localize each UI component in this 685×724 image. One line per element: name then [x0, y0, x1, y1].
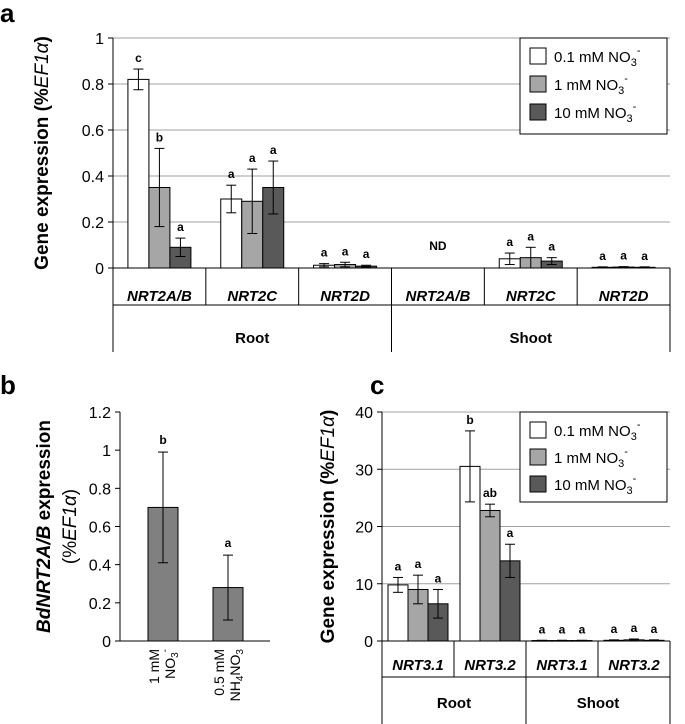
- y-axis-title: BdNRT2A/B expression: [34, 420, 55, 633]
- significance-letter: a: [527, 229, 534, 243]
- significance-letter: a: [599, 249, 606, 263]
- y-tick-label: 0.2: [89, 596, 111, 613]
- y-tick-label: 20: [355, 520, 373, 537]
- significance-letter: ab: [483, 486, 497, 500]
- y-tick-label: 40: [355, 405, 373, 422]
- category-label: NRT2D: [320, 288, 370, 305]
- y-tick-label: 10: [355, 577, 373, 594]
- category-label: NRT3.1: [536, 657, 587, 674]
- y-tick-label: 0.6: [82, 123, 104, 140]
- legend-swatch: [529, 421, 547, 439]
- significance-letter: a: [270, 143, 277, 157]
- category-label: NRT3.1: [392, 657, 443, 674]
- legend-swatch: [529, 47, 547, 65]
- category-label: NRT2A/B: [406, 288, 471, 305]
- group-label: Shoot: [577, 695, 620, 712]
- significance-letter: a: [611, 622, 618, 636]
- panel-letter: b: [0, 370, 16, 400]
- significance-letter: c: [135, 51, 142, 65]
- y-tick-label: 1: [102, 443, 111, 460]
- significance-letter: b: [156, 130, 163, 144]
- y-tick-label: 1.2: [89, 405, 111, 422]
- legend-entry: 0.1 mM NO3-: [554, 419, 641, 443]
- significance-letter: b: [159, 433, 166, 447]
- significance-letter: a: [363, 247, 370, 261]
- significance-letter: a: [321, 246, 328, 260]
- legend: 0.1 mM NO3- 1 mM NO3- 10 mM NO3-: [519, 411, 668, 503]
- y-tick-label: 0.4: [82, 169, 104, 186]
- legend-swatch: [529, 448, 547, 466]
- x-category-label-line2: NO3-: [160, 649, 181, 679]
- x-category-label: 0.5 mM: [211, 649, 227, 696]
- y-axis-title-line2: (%EF1α): [60, 489, 81, 564]
- legend-swatch: [529, 75, 547, 93]
- legend-swatch: [529, 103, 547, 121]
- panel-b: b 0 0.2 0.4 0.6 0.8 1 1.2 BdNRT2A/B expression(%…: [0, 370, 270, 701]
- significance-letter: a: [225, 536, 232, 550]
- category-label: NRT2D: [599, 288, 649, 305]
- legend-entry: 1 mM NO3-: [554, 446, 628, 470]
- panel-letter: c: [370, 370, 384, 400]
- panel-c: c 0 10 20 30 40 Gene expression (%EF1α) NRT3.1 a…: [318, 370, 671, 724]
- significance-letter: a: [507, 526, 514, 540]
- significance-letter: a: [579, 622, 586, 636]
- category-label: NRT2C: [506, 288, 557, 305]
- panel-a: a 0 0.2 0.4 0.6 0.8 1 Gene expression (%EF1α) NR…: [0, 0, 671, 352]
- y-tick-label: 0.8: [82, 77, 104, 94]
- y-tick-label: 0: [102, 634, 111, 651]
- y-tick-label: 1: [95, 31, 104, 48]
- significance-letter: a: [506, 235, 513, 249]
- significance-letter: a: [249, 151, 256, 165]
- y-axis-title: Gene expression (%EF1α): [318, 410, 339, 644]
- significance-letter: a: [435, 571, 442, 585]
- significance-letter: a: [548, 240, 555, 254]
- category-label: NRT2A/B: [127, 288, 192, 305]
- significance-letter: a: [620, 249, 627, 263]
- significance-letter: a: [539, 622, 546, 636]
- significance-letter: a: [415, 557, 422, 571]
- category-label: NRT2C: [227, 288, 278, 305]
- legend-entry: 10 mM NO3-: [554, 473, 637, 497]
- significance-letter: a: [559, 622, 566, 636]
- panel-letter: a: [0, 0, 15, 28]
- y-tick-label: 0.2: [82, 215, 104, 232]
- x-category-label: 1 mM: [146, 649, 162, 684]
- significance-letter: a: [177, 220, 184, 234]
- significance-letter: a: [641, 249, 648, 263]
- significance-letter: a: [395, 559, 402, 573]
- legend-entry: 1 mM NO3-: [554, 73, 628, 97]
- y-tick-label: 0: [95, 261, 104, 278]
- y-tick-label: 0: [364, 634, 373, 651]
- category-label: NRT3.2: [464, 657, 516, 674]
- legend-swatch: [529, 475, 547, 493]
- y-axis-title: Gene expression (%EF1α): [32, 36, 53, 270]
- bar: [479, 509, 501, 642]
- bar: [387, 584, 409, 642]
- significance-letter: b: [466, 413, 473, 427]
- not-detected-note: ND: [429, 239, 447, 253]
- group-label: Shoot: [510, 330, 553, 347]
- y-tick-label: 0.8: [89, 481, 111, 498]
- y-tick-label: 30: [355, 462, 373, 479]
- legend-entry: 0.1 mM NO3-: [554, 45, 641, 69]
- legend: 0.1 mM NO3- 1 mM NO3- 10 mM NO3-: [519, 37, 668, 135]
- y-tick-label: 0.6: [89, 520, 111, 537]
- x-category-label-line2: NH4NO3: [227, 649, 246, 702]
- significance-letter: a: [228, 167, 235, 181]
- category-label: NRT3.2: [608, 657, 660, 674]
- bar: [127, 78, 150, 269]
- significance-letter: a: [342, 244, 349, 258]
- significance-letter: a: [651, 622, 658, 636]
- group-label: Root: [235, 330, 269, 347]
- significance-letter: a: [631, 621, 638, 635]
- legend-entry: 10 mM NO3-: [554, 101, 637, 125]
- y-tick-label: 0.4: [89, 558, 111, 575]
- group-label: Root: [437, 695, 471, 712]
